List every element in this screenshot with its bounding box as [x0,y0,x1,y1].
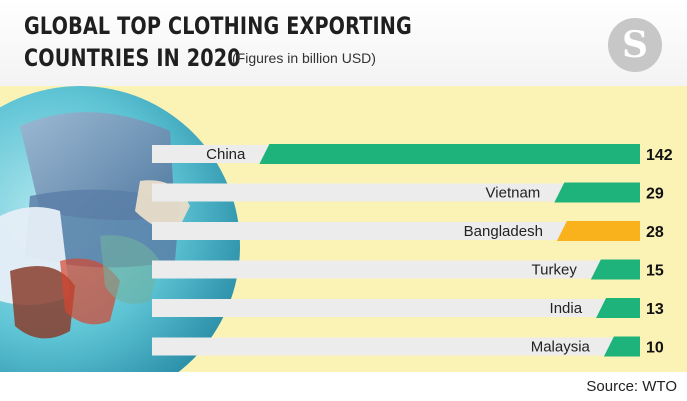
header: GLOBAL TOP CLOTHING EXPORTING COUNTRIES … [0,0,687,86]
value-label-india: 13 [646,301,664,318]
label-band-vietnam [152,183,575,202]
brand-logo: S [608,18,662,72]
label-band-china [152,145,280,163]
value-label-vietnam: 29 [646,186,664,203]
category-label-bangladesh: Bangladesh [464,223,543,240]
bar-china [259,144,640,164]
title-line-2: COUNTRIES IN 2020 [24,44,241,72]
subtitle: (Figures in billion USD) [232,50,376,66]
bar-india [596,298,640,318]
label-band-malaysia [152,337,624,356]
bar-vietnam [554,182,640,203]
title-line-1: GLOBAL TOP CLOTHING EXPORTING [24,12,412,40]
bar-turkey [590,259,640,280]
bars-layer: China 142 Vietnam 29 Bangladesh 28 Turkey 15 Ind… [152,144,673,357]
category-label-india: India [550,300,583,317]
category-label-china: China [206,146,246,163]
category-label-turkey: Turkey [532,262,578,279]
label-band-bangladesh [152,222,577,240]
bar-chart: China 142 Vietnam 29 Bangladesh 28 Turkey 15 Ind… [0,86,673,372]
label-band-turkey [152,260,611,279]
value-label-bangladesh: 28 [646,224,664,241]
plot-area: China 142 Vietnam 29 Bangladesh 28 Turkey 15 Ind… [0,86,687,372]
value-label-malaysia: 10 [646,340,664,357]
category-label-malaysia: Malaysia [531,339,591,356]
value-label-turkey: 15 [646,263,664,280]
category-label-vietnam: Vietnam [486,185,541,202]
label-band-india [152,299,617,317]
brand-logo-letter: S [622,24,648,66]
bar-malaysia [603,336,640,357]
value-label-china: 142 [646,147,673,164]
source-note: Source: WTO [586,378,677,395]
bar-bangladesh [556,221,640,241]
